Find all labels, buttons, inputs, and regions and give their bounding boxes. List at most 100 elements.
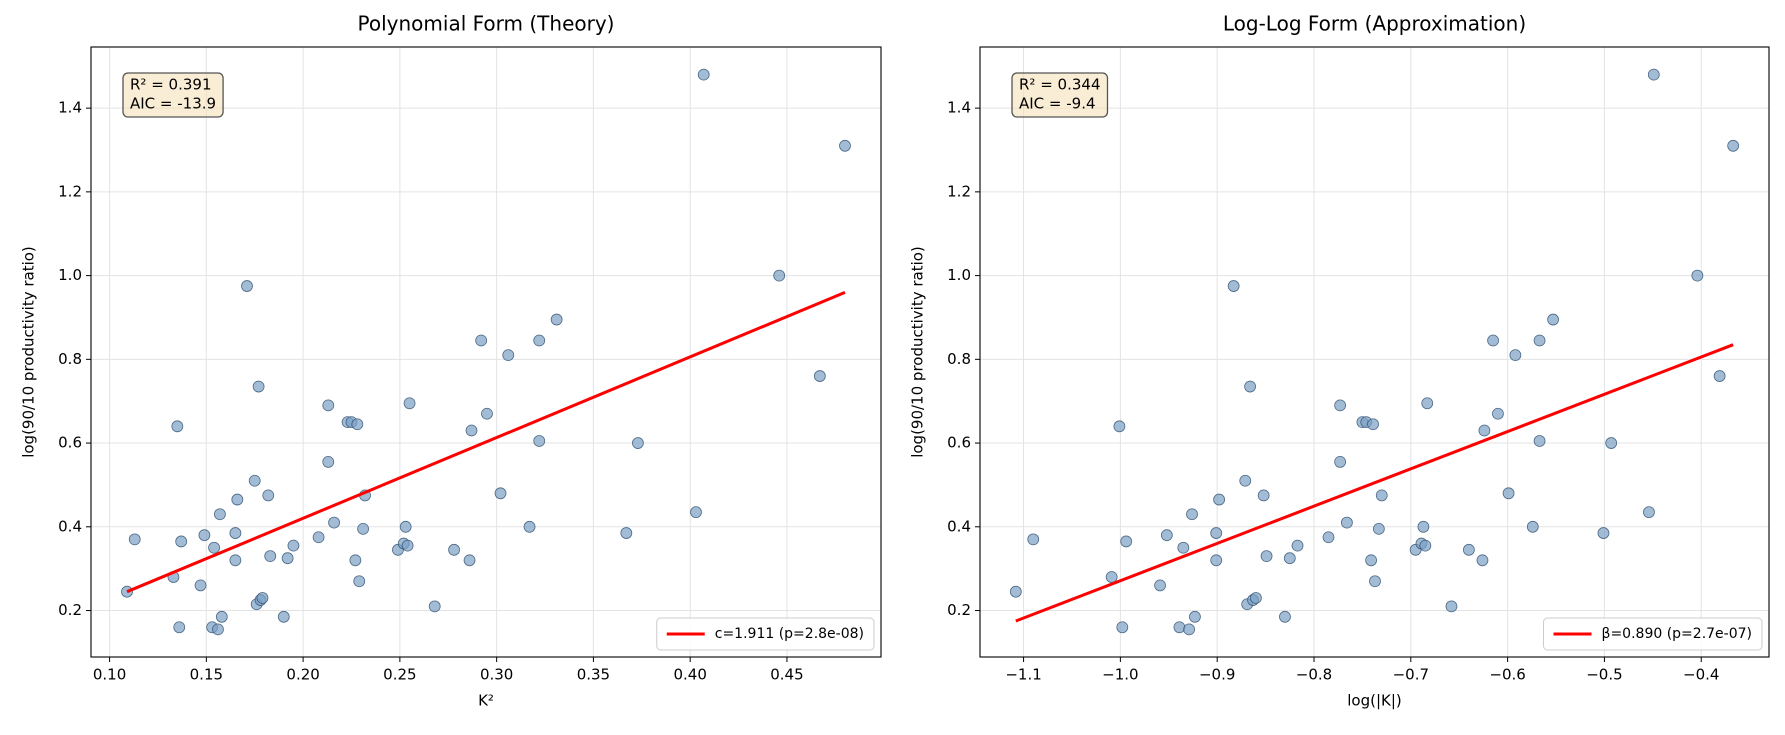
point	[281, 552, 294, 565]
point	[690, 506, 702, 519]
y-axis-label: log(90/10 productivity ratio)	[909, 246, 927, 458]
point	[1547, 313, 1560, 326]
point	[1492, 407, 1504, 420]
point	[1210, 527, 1223, 539]
point	[1173, 621, 1186, 634]
x-tick-label: −0.9	[1199, 666, 1235, 684]
x-tick-label: 0.40	[673, 666, 706, 684]
point	[229, 527, 242, 539]
point	[448, 543, 460, 556]
y-tick-label: 1.0	[58, 266, 82, 284]
point	[1462, 543, 1475, 556]
point	[1186, 508, 1198, 521]
point	[173, 621, 186, 634]
x-tick-label: −0.4	[1683, 666, 1719, 684]
point	[351, 418, 364, 431]
point	[1421, 397, 1434, 410]
legend: c=1.911 (p=2.8e-08)	[656, 617, 875, 651]
point	[1113, 420, 1126, 433]
point	[353, 575, 366, 588]
point	[1365, 554, 1378, 567]
point	[1210, 554, 1223, 567]
x-tick-label: −0.6	[1489, 666, 1525, 684]
point	[463, 554, 476, 567]
point	[1605, 437, 1618, 449]
y-tick-label: 0.6	[947, 434, 971, 452]
point	[277, 610, 290, 623]
point	[1487, 334, 1499, 347]
point	[1369, 575, 1381, 588]
x-tick-label: 0.10	[93, 666, 126, 684]
x-tick-label: 0.25	[383, 666, 416, 684]
y-tick-label: 0.4	[947, 517, 971, 535]
point	[194, 579, 207, 592]
point	[328, 516, 340, 529]
point	[1478, 424, 1491, 437]
point	[322, 399, 335, 412]
y-tick-label: 0.8	[58, 350, 82, 368]
legend-label: β=0.890 (p=2.7e-07)	[1602, 626, 1752, 642]
point	[533, 334, 546, 347]
point	[215, 610, 228, 623]
point	[697, 68, 710, 81]
plot-area	[1009, 68, 1740, 636]
x-tick-label: −0.7	[1393, 666, 1429, 684]
point	[401, 539, 414, 552]
point	[1419, 539, 1432, 552]
y-tick-label: 1.2	[58, 182, 82, 200]
point	[428, 600, 441, 613]
point	[213, 508, 226, 521]
x-tick-label: −1.0	[1102, 666, 1138, 684]
point	[287, 539, 300, 552]
axes-frame	[90, 46, 882, 658]
point	[1154, 579, 1166, 592]
subplot: 0.10 0.15 0.20 0.25 0.30 0.35 0.40 0.45 0.2 0.4 0.…	[20, 12, 882, 710]
point	[1445, 600, 1458, 613]
annotation-text: AIC = -13.9	[130, 95, 216, 113]
y-tick-label: 0.4	[58, 517, 82, 535]
point	[1257, 489, 1270, 502]
point	[1509, 349, 1522, 362]
point	[128, 533, 141, 546]
legend-label: c=1.911 (p=2.8e-08)	[715, 626, 864, 642]
point	[1372, 522, 1385, 535]
point	[252, 380, 265, 393]
x-axis-label: log(|K|)	[1347, 692, 1402, 710]
point	[1713, 370, 1726, 382]
x-tick-label: 0.45	[770, 666, 803, 684]
chart-title: Log-Log Form (Approximation)	[1223, 12, 1526, 36]
y-tick-label: 1.4	[947, 99, 971, 117]
point	[502, 349, 515, 362]
point	[241, 280, 253, 292]
chart-title: Polynomial Form (Theory)	[358, 12, 615, 36]
point	[1334, 399, 1347, 412]
point	[1250, 592, 1262, 604]
point	[1027, 533, 1040, 546]
point	[1244, 380, 1256, 393]
point	[256, 592, 269, 604]
point	[1120, 535, 1133, 548]
point	[1239, 474, 1252, 487]
point	[1643, 506, 1655, 519]
point	[1691, 269, 1704, 282]
y-axis-label: log(90/10 productivity ratio)	[20, 246, 38, 458]
plot-area	[121, 68, 851, 636]
annotation-text: R² = 0.391	[130, 76, 211, 94]
fit-line	[126, 290, 846, 594]
x-tick-label: −0.8	[1296, 666, 1332, 684]
point	[399, 520, 412, 533]
y-tick-label: 0.2	[58, 601, 82, 619]
point	[1597, 527, 1610, 539]
point	[248, 474, 261, 487]
point	[1341, 516, 1353, 529]
point	[231, 493, 244, 506]
point	[1189, 610, 1201, 623]
point	[403, 397, 416, 410]
point	[1533, 334, 1546, 347]
point	[1533, 435, 1546, 447]
point	[208, 541, 220, 554]
legend-box	[656, 617, 875, 651]
point	[533, 435, 546, 447]
y-tick-label: 0.2	[947, 601, 971, 619]
y-tick-label: 0.8	[947, 350, 971, 368]
